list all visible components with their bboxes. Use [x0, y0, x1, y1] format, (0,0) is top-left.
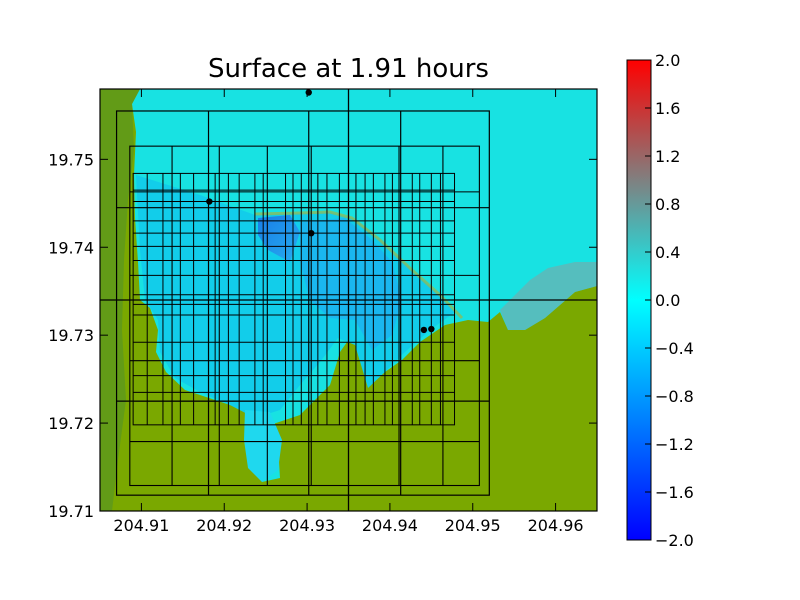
- colorbar-tick-label: −2.0: [655, 531, 694, 550]
- shallow-depression: [300, 218, 402, 350]
- colorbar-tick-label: 0.0: [655, 291, 680, 310]
- gauge-point: [206, 198, 213, 205]
- y-tick-label: 19.71: [48, 502, 94, 521]
- y-axis: 19.71 19.72 19.73 19.74 19.75: [48, 150, 597, 521]
- grid-box-level2: [115, 110, 490, 496]
- gauge-layer: [206, 89, 435, 334]
- y-tick-label: 19.75: [48, 150, 94, 169]
- colorbar-tick-label: 1.6: [655, 99, 680, 118]
- grid-box-level3: [129, 145, 480, 487]
- gauge-point: [308, 229, 315, 237]
- gauge-point: [428, 325, 435, 333]
- y-tick-label: 19.74: [48, 238, 94, 257]
- chart-title: Surface at 1.91 hours: [208, 54, 489, 84]
- colorbar-tick-label: 0.4: [655, 243, 680, 262]
- y-tick-label: 19.72: [48, 414, 94, 433]
- inland-channel: [244, 410, 282, 482]
- x-axis: 204.91 204.92 204.93 204.94 204.95 204.96: [113, 89, 584, 535]
- colorbar-tick-label: −0.8: [655, 387, 694, 406]
- x-tick-label: 204.93: [279, 516, 335, 535]
- deep-depression: [258, 215, 300, 262]
- plot-frame: [99, 88, 598, 512]
- x-tick-label: 204.92: [196, 516, 252, 535]
- colorbar-tick-label: −1.2: [655, 435, 694, 454]
- flooded-basin: [136, 175, 455, 418]
- shelf-patch: [500, 262, 597, 330]
- gauge-point: [420, 326, 428, 334]
- x-tick-label: 204.96: [528, 516, 584, 535]
- x-tick-label: 204.95: [445, 516, 501, 535]
- amr-grid: [100, 89, 597, 511]
- gauge-point: [305, 89, 312, 96]
- colorbar-tick-label: 2.0: [655, 51, 680, 70]
- x-tick-label: 204.91: [113, 516, 169, 535]
- colorbar: [626, 59, 652, 541]
- land-region: [100, 89, 597, 511]
- colorbar-axis: −2.0 −1.6 −1.2 −0.8 −0.4 0.0 0.4 0.8 1.2 1.6 2.0: [645, 51, 694, 550]
- grid-box-level4: [132, 172, 456, 426]
- colorbar-tick-label: 1.2: [655, 147, 680, 166]
- colorbar-tick-label: 0.8: [655, 195, 680, 214]
- colorbar-tick-label: −1.6: [655, 483, 694, 502]
- colorbar-tick-label: −0.4: [655, 339, 694, 358]
- y-tick-label: 19.73: [48, 326, 94, 345]
- shoreline: [254, 210, 464, 320]
- x-tick-label: 204.94: [362, 516, 418, 535]
